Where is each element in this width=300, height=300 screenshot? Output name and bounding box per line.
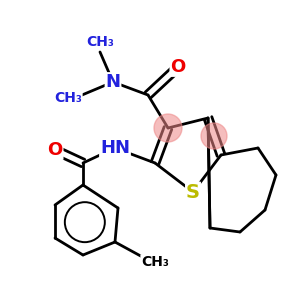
Text: CH₃: CH₃	[86, 35, 114, 49]
Text: CH₃: CH₃	[54, 91, 82, 105]
Text: N: N	[106, 73, 121, 91]
Circle shape	[201, 123, 227, 149]
Text: O: O	[170, 58, 186, 76]
Text: O: O	[47, 141, 63, 159]
Text: CH₃: CH₃	[141, 255, 169, 269]
Text: S: S	[186, 182, 200, 202]
Circle shape	[154, 114, 182, 142]
Text: HN: HN	[100, 139, 130, 157]
